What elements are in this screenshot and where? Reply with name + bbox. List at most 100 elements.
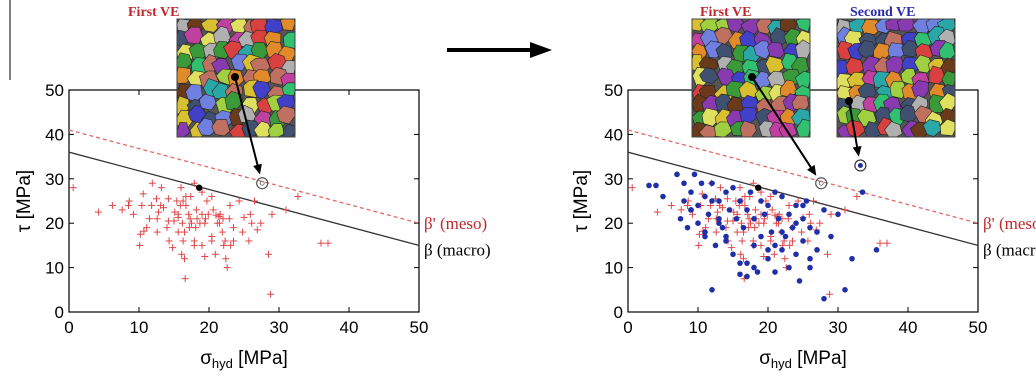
data-point-cross bbox=[129, 210, 137, 218]
data-point-dot bbox=[779, 247, 785, 253]
data-point-dot bbox=[842, 287, 848, 293]
data-point-cross bbox=[268, 210, 276, 218]
data-point-dot bbox=[653, 182, 659, 189]
grain-cell bbox=[230, 53, 249, 72]
data-point-cross bbox=[628, 184, 636, 192]
data-point-dot bbox=[761, 211, 768, 218]
data-point-dot bbox=[716, 220, 722, 226]
data-point-dot bbox=[737, 198, 743, 204]
data-point-cross bbox=[853, 193, 861, 201]
data-point-cross bbox=[728, 244, 736, 252]
data-point-cross bbox=[695, 241, 703, 249]
microstructure-frame bbox=[176, 18, 296, 138]
data-point-cross bbox=[248, 219, 256, 227]
data-point-dot bbox=[730, 184, 736, 191]
data-point-cross bbox=[827, 210, 835, 218]
data-point-cross bbox=[125, 197, 133, 205]
highlight-center bbox=[259, 180, 265, 186]
data-point-cross bbox=[677, 206, 685, 214]
x-axis-label: σhyd [MPa] bbox=[200, 348, 288, 371]
critical-point bbox=[196, 184, 203, 191]
data-point-cross bbox=[282, 206, 290, 214]
data-point-dot bbox=[775, 215, 782, 222]
data-point-cross bbox=[153, 195, 160, 203]
y-tick-label: 50 bbox=[45, 81, 64, 100]
x-axis-label-subscript: hyd bbox=[212, 356, 233, 371]
data-point-cross bbox=[267, 290, 275, 298]
data-point-cross bbox=[221, 237, 229, 245]
y-axis-label: τ [MPa] bbox=[571, 170, 592, 232]
microstructure-image-first-ve bbox=[691, 18, 811, 138]
data-point-cross bbox=[245, 237, 253, 245]
x-axis-label-symbol: σ bbox=[759, 348, 771, 369]
data-point-cross bbox=[198, 210, 206, 218]
data-point-cross bbox=[770, 250, 778, 258]
macro-legend-label: β (macro) bbox=[424, 240, 491, 259]
data-point-cross bbox=[160, 204, 167, 212]
data-point-cross bbox=[219, 215, 227, 223]
data-point-cross bbox=[317, 239, 325, 247]
data-point-cross bbox=[810, 197, 817, 205]
data-point-cross bbox=[747, 219, 754, 227]
data-point-cross bbox=[760, 219, 768, 227]
highlight-center bbox=[818, 180, 824, 186]
y-tick-label: 40 bbox=[45, 125, 64, 144]
data-point-dot bbox=[751, 242, 757, 249]
data-point-cross bbox=[157, 184, 165, 192]
data-point-dot bbox=[849, 255, 855, 262]
data-point-cross bbox=[179, 197, 187, 205]
inset-label-first-ve: First VE bbox=[128, 5, 179, 20]
data-point-cross bbox=[187, 193, 195, 201]
data-point-dot bbox=[712, 242, 719, 249]
data-point-cross bbox=[164, 195, 172, 203]
data-point-cross bbox=[751, 224, 759, 232]
data-point-dot bbox=[744, 207, 750, 213]
meso-criterion-line bbox=[628, 129, 978, 224]
microstructure-image-second-ve bbox=[836, 18, 956, 138]
data-point-cross bbox=[251, 197, 258, 205]
grain-cell bbox=[767, 41, 785, 59]
data-point-dot bbox=[730, 251, 736, 258]
inset-label-first-ve: First VE bbox=[700, 5, 751, 20]
data-point-cross bbox=[108, 201, 116, 209]
critical-point bbox=[755, 184, 762, 191]
data-point-cross bbox=[757, 241, 765, 249]
data-point-cross bbox=[227, 241, 235, 249]
data-point-cross bbox=[94, 208, 102, 216]
data-point-cross bbox=[816, 219, 824, 227]
data-point-dot bbox=[723, 233, 729, 240]
data-point-cross bbox=[136, 230, 144, 238]
data-point-cross bbox=[733, 228, 741, 236]
data-point-dot bbox=[744, 273, 750, 280]
data-point-dot bbox=[800, 215, 806, 222]
data-point-cross bbox=[741, 201, 749, 209]
highlight-ring bbox=[815, 177, 828, 190]
data-point-cross bbox=[125, 201, 132, 209]
data-point-dot bbox=[793, 251, 799, 258]
data-point-cross bbox=[202, 215, 209, 223]
y-tick-label: 40 bbox=[604, 125, 623, 144]
data-point-cross bbox=[805, 210, 813, 218]
data-point-cross bbox=[185, 210, 193, 218]
data-point-dot bbox=[747, 189, 754, 195]
grain-cell bbox=[914, 54, 933, 74]
x-axis-label-symbol: σ bbox=[200, 348, 212, 369]
data-point-dot bbox=[786, 264, 792, 271]
highlight-center-2 bbox=[857, 162, 863, 168]
data-point-cross bbox=[169, 244, 177, 252]
data-point-dot bbox=[800, 238, 806, 244]
data-point-cross bbox=[230, 224, 237, 232]
x-tick-label: 0 bbox=[64, 318, 73, 337]
grain-cell bbox=[911, 80, 929, 98]
data-point-dot bbox=[674, 171, 680, 178]
data-point-cross bbox=[163, 224, 171, 232]
right-arrow-icon bbox=[447, 42, 552, 58]
x-tick-label: 30 bbox=[829, 318, 848, 337]
data-point-cross bbox=[714, 208, 722, 216]
data-point-dot bbox=[733, 215, 740, 222]
data-point-dot bbox=[737, 271, 743, 278]
data-layer bbox=[69, 129, 419, 298]
data-point-dot bbox=[859, 189, 866, 195]
data-point-cross bbox=[757, 188, 765, 196]
data-point-cross bbox=[177, 184, 185, 192]
